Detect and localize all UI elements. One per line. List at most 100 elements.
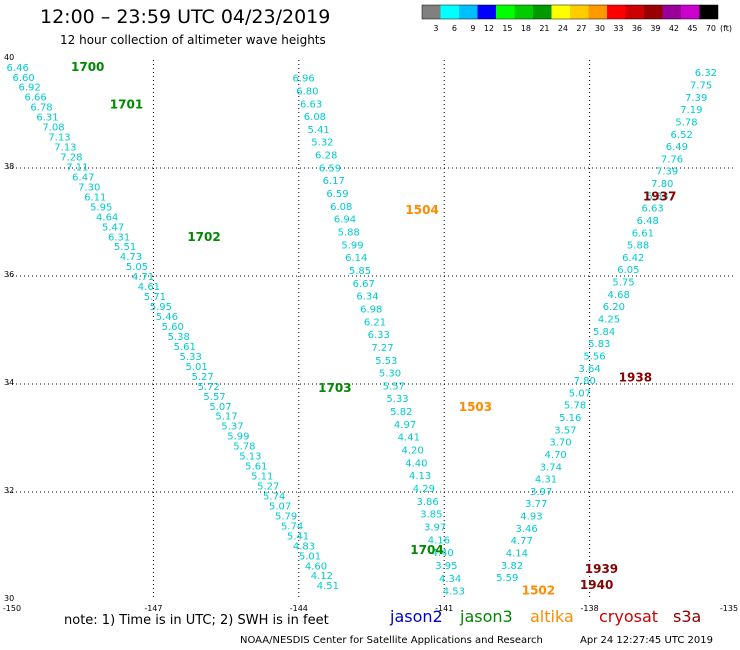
- track-time-label: 1700: [71, 60, 104, 74]
- wave-height-point: 6.48: [637, 216, 659, 227]
- colorbar-label: 6: [452, 24, 457, 33]
- wave-height-point: 5.75: [612, 278, 634, 289]
- wave-height-point: 4.83: [293, 541, 315, 552]
- wave-height-point: 5.33: [386, 394, 408, 405]
- x-tick-label: -141: [435, 604, 453, 613]
- y-tick-label: 30: [4, 594, 14, 603]
- wave-height-point: 7.19: [680, 105, 702, 116]
- wave-height-point: 4.68: [608, 290, 630, 301]
- wave-height-point: 4.60: [305, 561, 327, 572]
- wave-height-point: 5.07: [209, 402, 231, 413]
- colorbar-swatch: [496, 5, 515, 19]
- y-tick-label: 40: [4, 53, 14, 62]
- wave-height-point: 6.20: [603, 302, 625, 313]
- wave-height-point: 5.05: [126, 262, 148, 273]
- wave-height-point: 5.30: [379, 369, 401, 380]
- colorbar-swatch: [422, 5, 441, 19]
- wave-height-point: 6.67: [353, 279, 375, 290]
- y-tick-label: 36: [4, 270, 14, 279]
- wave-height-point: 6.08: [304, 112, 326, 123]
- colorbar-swatch: [459, 5, 478, 19]
- colorbar-unit: (ft): [720, 24, 732, 33]
- x-tick-label: -135: [720, 604, 738, 613]
- wave-height-point: 5.57: [383, 381, 405, 392]
- wave-height-point: 6.59: [326, 189, 348, 200]
- wave-height-point: 4.97: [394, 420, 416, 431]
- track-time-label: 1702: [187, 230, 220, 244]
- colorbar-label: 9: [470, 24, 475, 33]
- wave-height-point: 6.63: [300, 99, 322, 110]
- x-tick-label: -144: [290, 604, 308, 613]
- legend-jason3: jason3: [460, 607, 513, 626]
- wave-height-point: 4.77: [511, 536, 533, 547]
- wave-height-point: 6.47: [72, 172, 94, 183]
- colorbar-label: 42: [669, 24, 679, 33]
- wave-height-point: 4.20: [401, 446, 423, 457]
- wave-height-point: 6.14: [345, 253, 367, 264]
- wave-height-point: 5.47: [102, 222, 124, 233]
- wave-height-point: 6.92: [18, 83, 40, 94]
- wave-height-point: 4.71: [132, 272, 154, 283]
- wave-height-point: 6.61: [632, 228, 654, 239]
- colorbar-label: 21: [539, 24, 549, 33]
- wave-height-point: 6.33: [368, 330, 390, 341]
- wave-height-point: 7.28: [60, 153, 82, 164]
- wave-height-point: 4.40: [431, 548, 453, 559]
- colorbar-swatch: [514, 5, 533, 19]
- wave-height-point: 6.66: [24, 93, 46, 104]
- colorbar-label: 30: [595, 24, 605, 33]
- track-time-label: 1701: [110, 98, 143, 112]
- wave-height-point: 6.60: [13, 73, 35, 84]
- wave-height-point: 3.77: [525, 499, 547, 510]
- wave-height-point: 4.51: [317, 581, 339, 592]
- colorbar-label: 15: [502, 24, 512, 33]
- wave-height-point: 5.56: [583, 351, 605, 362]
- colorbar-swatch: [644, 5, 663, 19]
- colorbar-swatch: [625, 5, 644, 19]
- wave-height-point: 5.95: [90, 202, 112, 213]
- wave-height-point: 5.32: [311, 138, 333, 149]
- legend-altika: altika: [530, 607, 574, 626]
- wave-height-point: 6.94: [334, 215, 356, 226]
- wave-height-point: 7.76: [661, 154, 683, 165]
- wave-height-point: 5.41: [287, 531, 309, 542]
- wave-height-point: 7.08: [42, 123, 64, 134]
- track-time-label: 1503: [459, 400, 492, 414]
- wave-height-point: 5.07: [569, 388, 591, 399]
- wave-height-point: 5.78: [675, 117, 697, 128]
- wave-height-point: 4.70: [545, 450, 567, 461]
- colorbar-label: 3: [433, 24, 438, 33]
- wave-height-point: 6.21: [364, 317, 386, 328]
- wave-height-point: 3.85: [420, 510, 442, 521]
- wave-height-point: 4.14: [506, 548, 528, 559]
- wave-height-point: 3.86: [416, 497, 438, 508]
- wave-height-point: 3.46: [515, 524, 537, 535]
- wave-height-point: 6.28: [315, 151, 337, 162]
- wave-height-point: 5.83: [646, 191, 668, 202]
- wave-height-point: 4.73: [120, 252, 142, 263]
- wave-height-point: 3.82: [501, 561, 523, 572]
- wave-height-point: 7.27: [371, 343, 393, 354]
- wave-height-point: 3.97: [424, 522, 446, 533]
- wave-height-point: 5.53: [375, 356, 397, 367]
- colorbar-swatch: [681, 5, 700, 19]
- wave-height-point: 5.61: [245, 462, 267, 473]
- wave-height-point: 4.40: [405, 458, 427, 469]
- wave-height-point: 6.34: [356, 292, 378, 303]
- wave-height-point: 4.25: [598, 314, 620, 325]
- wave-height-point: 3.97: [530, 487, 552, 498]
- wave-height-point: 6.49: [666, 142, 688, 153]
- wave-height-point: 3.57: [554, 425, 576, 436]
- wave-height-point: 6.42: [622, 253, 644, 264]
- colorbar-label: 27: [576, 24, 586, 33]
- wave-height-point: 5.88: [627, 241, 649, 252]
- wave-height-point: 4.64: [96, 212, 118, 223]
- colorbar-label: 33: [613, 24, 623, 33]
- colorbar-swatch: [551, 5, 570, 19]
- wave-height-point: 5.99: [341, 240, 363, 251]
- wave-height-point: 5.71: [144, 292, 166, 303]
- colorbar-label: 18: [521, 24, 531, 33]
- track-time-label: 1502: [522, 584, 555, 598]
- wave-height-point: 4.12: [311, 571, 333, 582]
